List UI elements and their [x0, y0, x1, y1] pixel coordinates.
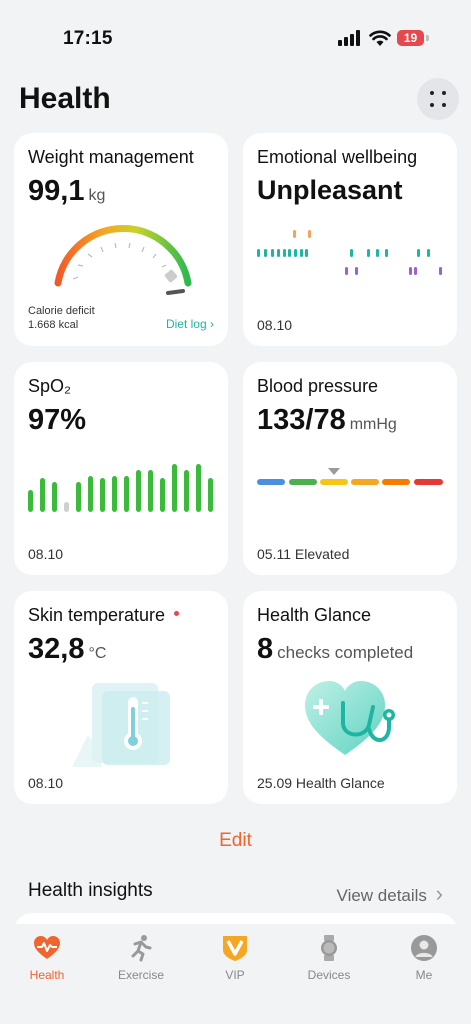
battery-level: 19: [403, 31, 418, 45]
card-title: Skin temperature: [28, 605, 180, 626]
tab-label: Me: [415, 968, 433, 982]
skin-temp-number: 32,8: [28, 633, 85, 665]
status-time: 17:15: [63, 28, 113, 49]
skin-temp-date: 08.10: [28, 775, 64, 791]
health-glance-card[interactable]: Health Glance 8 checks completed 25.09 He…: [243, 591, 457, 804]
card-title: Health Glance: [257, 605, 372, 625]
mood-chart: [257, 230, 442, 275]
bp-unit: mmHg: [349, 416, 397, 433]
calorie-deficit-value: 1.668 kcal: [28, 319, 79, 331]
blood-pressure-card[interactable]: Blood pressure 133/78 mmHg 05.11 Elevated: [243, 362, 457, 575]
tab-label: VIP: [225, 968, 245, 982]
spo2-card[interactable]: SpO₂ 97% 08.10: [14, 362, 228, 575]
card-title: Weight management: [28, 147, 194, 167]
battery-indicator: 19: [397, 29, 429, 47]
skin-temp-unit: °C: [88, 645, 107, 662]
tab-label: Devices: [307, 968, 351, 982]
weight-unit: kg: [88, 187, 106, 204]
running-icon: [131, 935, 152, 962]
health-glance-number: 8: [257, 633, 274, 665]
vip-badge-icon: [223, 936, 247, 961]
bp-number: 133/78: [257, 404, 346, 436]
heart-pulse-icon: [34, 936, 60, 959]
thermometer-illustration-icon: [72, 683, 170, 767]
card-title: SpO₂: [28, 376, 72, 396]
bottom-tab-bar: Health Exercise VIP Devices M: [0, 924, 471, 1024]
view-details-link[interactable]: View details ›: [337, 881, 443, 907]
mood-date: 08.10: [257, 317, 293, 333]
spo2-bar-chart: [28, 464, 213, 512]
weight-number: 99,1: [28, 175, 85, 207]
weight-management-card[interactable]: Weight management 99,1 kg Calorie d: [14, 133, 228, 346]
skin-temp-title: Skin temperature: [28, 605, 166, 625]
bp-value: 133/78 mmHg: [257, 404, 397, 437]
page-title: Health: [19, 82, 111, 115]
chevron-right-icon: ›: [210, 317, 214, 331]
mood-value: Unpleasant: [257, 175, 403, 205]
tab-label: Exercise: [117, 968, 164, 982]
cellular-signal-icon: [338, 30, 360, 46]
weight-gauge: [54, 224, 192, 295]
spo2-value: 97%: [28, 404, 87, 436]
edit-button[interactable]: Edit: [219, 830, 252, 851]
emotional-wellbeing-card[interactable]: Emotional wellbeing Unpleasant: [243, 133, 457, 346]
heart-stethoscope-icon: [305, 681, 395, 755]
diet-log-label: Diet log: [165, 317, 207, 331]
spo2-date: 08.10: [28, 546, 64, 562]
skin-temperature-card[interactable]: Skin temperature 32,8 °C 08.10: [14, 591, 228, 804]
status-bar: 17:15 19: [0, 0, 471, 70]
card-title: Blood pressure: [257, 376, 379, 396]
wifi-icon: [369, 30, 391, 46]
bp-status: 05.11 Elevated: [257, 546, 350, 562]
health-glance-footer: 25.09 Health Glance: [257, 775, 385, 791]
user-icon: [411, 935, 437, 961]
diet-log-link[interactable]: Diet log ›: [166, 317, 214, 331]
skin-temp-value: 32,8 °C: [28, 633, 106, 666]
tab-label: Health: [29, 968, 65, 982]
card-title: Emotional wellbeing: [257, 147, 418, 167]
chevron-right-icon: ›: [435, 881, 443, 906]
alert-dot-icon: [174, 611, 180, 616]
weight-value: 99,1 kg: [28, 175, 105, 208]
calorie-deficit-label: Calorie deficit: [28, 305, 95, 317]
view-details-label: View details: [336, 886, 427, 905]
bp-scale: [257, 468, 443, 485]
watch-icon: [321, 935, 337, 961]
health-insights-title: Health insights: [28, 880, 153, 901]
health-glance-unit: checks completed: [277, 643, 414, 662]
more-options-button[interactable]: [417, 78, 459, 120]
health-glance-value: 8 checks completed: [257, 633, 413, 666]
